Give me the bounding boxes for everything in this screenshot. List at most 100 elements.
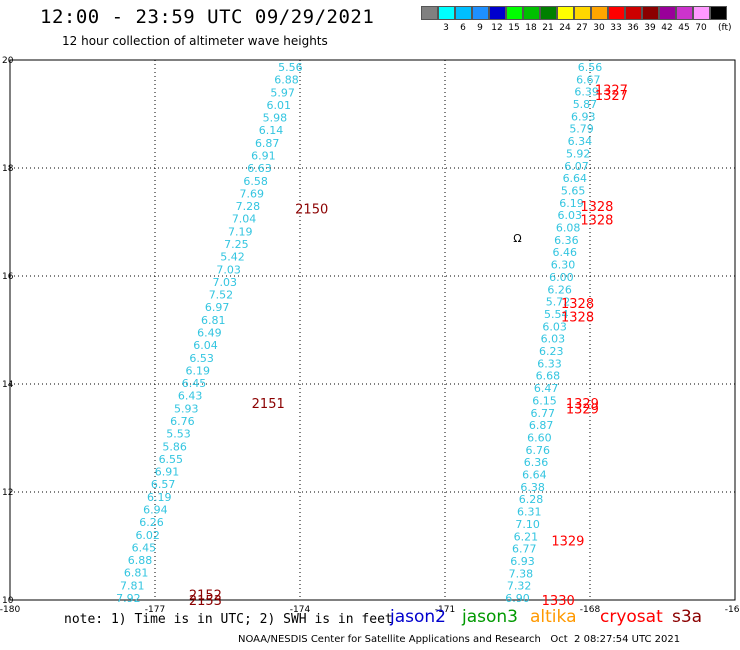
wave-height-value: 7.38	[509, 567, 534, 580]
lon-tick-label: -177	[145, 605, 165, 615]
wave-height-value: 6.94	[143, 504, 168, 517]
wave-height-value: 6.93	[510, 555, 535, 568]
pass-number-label: 2152	[189, 589, 222, 604]
wave-height-value: 6.91	[155, 466, 180, 479]
wave-height-value: 7.25	[224, 238, 249, 251]
legend-label: 39	[644, 23, 656, 33]
wave-height-value: 6.77	[531, 407, 556, 420]
wave-height-value: 6.38	[520, 481, 545, 494]
wave-height-value: 6.31	[517, 506, 542, 519]
wave-height-value: 6.26	[139, 516, 164, 529]
lon-tick-label: -168	[580, 605, 601, 615]
wave-height-value: 6.97	[205, 301, 230, 314]
wave-height-value: 6.68	[536, 370, 561, 383]
wave-height-value: 7.04	[232, 213, 257, 226]
wave-height-value: 6.00	[549, 271, 574, 284]
wave-height-value: 7.19	[228, 225, 253, 238]
lat-tick-label: 14	[2, 380, 14, 390]
wave-height-value: 6.81	[124, 567, 149, 580]
pass-labels: 2150215121522153132713271328132813281328…	[189, 84, 628, 609]
legend-swatch	[540, 6, 557, 20]
wave-height-value: 6.45	[132, 541, 157, 554]
legend-label: 18	[525, 23, 537, 33]
lon-tick-label: -174	[290, 605, 311, 615]
wave-height-value: 7.28	[236, 200, 261, 213]
wave-height-value: 6.47	[534, 382, 559, 395]
wave-height-value: 5.93	[174, 402, 199, 415]
wave-height-value: 7.52	[209, 289, 234, 302]
wave-height-value: 5.72	[546, 296, 571, 309]
legend-swatch	[472, 6, 489, 20]
lat-tick-label: 18	[2, 164, 14, 174]
pass-number-label: 1329	[551, 535, 584, 550]
wave-height-value: 7.03	[216, 263, 241, 276]
wave-height-value: 6.04	[193, 339, 218, 352]
legend-label: 9	[477, 23, 483, 33]
wave-height-value: 6.36	[524, 456, 549, 469]
wave-height-value: 6.30	[551, 259, 576, 272]
wave-height-value: 6.45	[182, 377, 207, 390]
legend-label: 30	[593, 23, 605, 33]
wave-height-value: 6.33	[537, 357, 562, 370]
pass-number-label: 1329	[566, 402, 599, 417]
legend-swatch	[557, 6, 574, 20]
legend-swatch	[676, 6, 693, 20]
wave-height-value: 5.65	[561, 184, 586, 197]
wave-height-value: 6.21	[514, 530, 539, 543]
wave-height-value: 6.63	[247, 162, 272, 175]
legend-swatch	[574, 6, 591, 20]
legend-swatch	[506, 6, 523, 20]
pass-number-label: 1327	[595, 84, 628, 99]
wave-height-value: 5.92	[566, 147, 591, 160]
pass-number-label: 1327	[595, 89, 628, 104]
grid-lines	[10, 60, 735, 600]
wave-height-value: 7.69	[240, 187, 265, 200]
axis-tick-labels: -180 -177 -174 -171 -168 -165 10 12 14 16 18 20	[0, 56, 740, 615]
wave-height-value: 6.87	[255, 137, 280, 150]
wave-height-value: 6.43	[178, 390, 203, 403]
wave-height-value: 6.39	[574, 86, 599, 99]
wave-height-value: 6.91	[251, 150, 276, 163]
legend-label: 70	[695, 23, 707, 33]
wave-height-value: 6.26	[547, 283, 572, 296]
wave-height-value: 6.15	[532, 394, 557, 407]
page-subtitle: 12 hour collection of altimeter wave hei…	[62, 34, 328, 48]
wave-height-value: 5.53	[166, 428, 191, 441]
legend-swatch	[642, 6, 659, 20]
wave-height-value: 6.19	[186, 364, 211, 377]
wave-height-value: 6.46	[552, 246, 577, 259]
pass-number-label: 1329	[566, 397, 599, 412]
wave-height-value: 6.67	[576, 73, 601, 86]
wave-height-value: 6.19	[147, 491, 172, 504]
lat-tick-label: 12	[2, 488, 13, 498]
wave-height-value: 5.79	[569, 123, 594, 136]
wave-height-value: 6.23	[539, 345, 564, 358]
lon-tick-label: -180	[0, 605, 20, 615]
wave-height-value: 7.81	[120, 579, 145, 592]
wave-height-value: 7.92	[116, 592, 141, 605]
page-title: 12:00 - 23:59 UTC 09/29/2021	[40, 6, 375, 28]
satellite-s3a: s3a	[672, 607, 703, 627]
pass-number-label: 1328	[580, 200, 613, 215]
legend-label: 3	[443, 23, 449, 33]
lat-tick-label: 10	[2, 596, 14, 606]
wave-height-value: 6.76	[525, 444, 550, 457]
legend-swatch	[455, 6, 472, 20]
wave-height-value: 6.03	[542, 320, 567, 333]
wave-height-value: 6.03	[558, 209, 583, 222]
lon-tick-label: -171	[435, 605, 455, 615]
wave-height-value: 5.42	[220, 251, 245, 264]
wave-height-value: 6.64	[563, 172, 588, 185]
legend-swatch	[625, 6, 642, 20]
wave-height-value: 6.57	[151, 478, 176, 491]
island-marker: Ω	[513, 232, 521, 245]
wave-height-value: 6.03	[541, 333, 566, 346]
wave-height-value: 7.03	[213, 276, 238, 289]
legend-swatch	[438, 6, 455, 20]
legend-unit: (ft)	[718, 23, 732, 33]
wave-height-value: 6.81	[201, 314, 226, 327]
lon-tick-label: -165	[725, 605, 740, 615]
wave-height-value: 5.97	[270, 86, 295, 99]
legend-label: 15	[508, 23, 520, 33]
wave-height-value: 6.02	[135, 529, 160, 542]
